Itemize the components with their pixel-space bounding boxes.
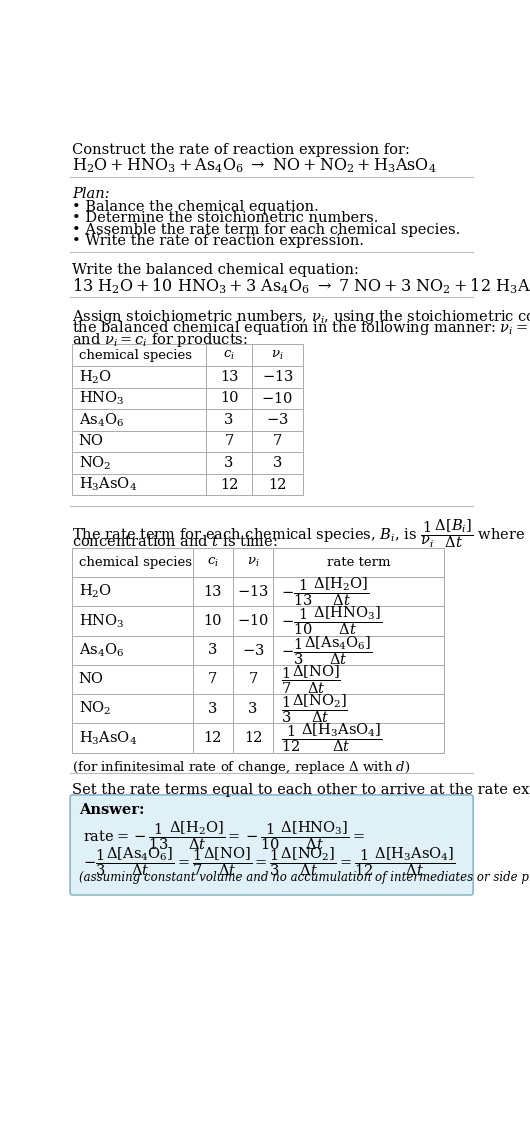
Text: • Determine the stoichiometric numbers.: • Determine the stoichiometric numbers. (73, 212, 379, 225)
Text: NO: NO (78, 673, 104, 686)
Text: 7: 7 (208, 673, 217, 686)
Text: $-\dfrac{1}{10}\dfrac{\Delta[\mathrm{HNO_3}]}{\Delta t}$: $-\dfrac{1}{10}\dfrac{\Delta[\mathrm{HNO… (281, 604, 382, 637)
Text: $-$3: $-$3 (266, 412, 289, 428)
Text: 3: 3 (224, 456, 234, 470)
Text: $\mathrm{NO_2}$: $\mathrm{NO_2}$ (78, 454, 111, 472)
Text: $\mathrm{HNO_3}$: $\mathrm{HNO_3}$ (78, 612, 124, 629)
Text: • Balance the chemical equation.: • Balance the chemical equation. (73, 199, 319, 214)
Text: 7: 7 (224, 435, 234, 448)
Text: 10: 10 (220, 391, 238, 405)
Text: $\mathrm{HNO_3}$: $\mathrm{HNO_3}$ (78, 389, 124, 407)
Text: Assign stoichiometric numbers, $\nu_i$, using the stoichiometric coefficients, $: Assign stoichiometric numbers, $\nu_i$, … (73, 307, 530, 325)
Text: and $\nu_i = c_i$ for products:: and $\nu_i = c_i$ for products: (73, 331, 248, 348)
Text: $c_i$: $c_i$ (207, 555, 219, 569)
Text: $c_i$: $c_i$ (223, 348, 235, 362)
Text: $\mathrm{H_2O}$: $\mathrm{H_2O}$ (78, 368, 112, 386)
Text: 3: 3 (273, 456, 282, 470)
Text: concentration and $t$ is time:: concentration and $t$ is time: (73, 534, 278, 549)
Text: Answer:: Answer: (78, 803, 144, 817)
Text: 10: 10 (204, 613, 222, 628)
Text: $-$13: $-$13 (237, 584, 269, 599)
Text: 13: 13 (204, 585, 222, 599)
Text: $\mathrm{H_2O}$: $\mathrm{H_2O}$ (78, 583, 112, 601)
Text: $\mathrm{As_4O_6}$: $\mathrm{As_4O_6}$ (78, 411, 124, 429)
Text: (assuming constant volume and no accumulation of intermediates or side products): (assuming constant volume and no accumul… (78, 872, 530, 884)
Text: $\mathrm{rate} = -\dfrac{1}{13}\dfrac{\Delta[\mathrm{H_2O}]}{\Delta t} = -\dfrac: $\mathrm{rate} = -\dfrac{1}{13}\dfrac{\D… (83, 818, 365, 851)
Text: Write the balanced chemical equation:: Write the balanced chemical equation: (73, 263, 359, 277)
Text: NO: NO (78, 435, 104, 448)
Text: $-$10: $-$10 (261, 390, 294, 406)
Text: 7: 7 (249, 673, 258, 686)
Text: 12: 12 (204, 731, 222, 745)
Text: $\mathrm{H_3AsO_4}$: $\mathrm{H_3AsO_4}$ (78, 476, 137, 493)
Text: $\dfrac{1}{7}\dfrac{\Delta[\mathrm{NO}]}{\Delta t}$: $\dfrac{1}{7}\dfrac{\Delta[\mathrm{NO}]}… (281, 663, 341, 695)
Text: Set the rate terms equal to each other to arrive at the rate expression:: Set the rate terms equal to each other t… (73, 783, 530, 798)
Text: • Assemble the rate term for each chemical species.: • Assemble the rate term for each chemic… (73, 223, 461, 237)
Text: chemical species: chemical species (78, 555, 192, 569)
Text: (for infinitesimal rate of change, replace $\Delta$ with $d$): (for infinitesimal rate of change, repla… (73, 759, 411, 776)
Text: The rate term for each chemical species, $B_i$, is $\dfrac{1}{\nu_i}\dfrac{\Delt: The rate term for each chemical species,… (73, 517, 530, 550)
FancyBboxPatch shape (70, 795, 473, 894)
Text: rate term: rate term (326, 555, 390, 569)
Text: $\mathrm{NO_2}$: $\mathrm{NO_2}$ (78, 700, 111, 717)
Text: 3: 3 (224, 413, 234, 427)
Text: $-$10: $-$10 (237, 613, 269, 628)
Text: $\mathregular{H_2O + HNO_3 + As_4O_6}$$\mathregular{\ \rightarrow \ NO + NO_2 + : $\mathregular{H_2O + HNO_3 + As_4O_6}$$\… (73, 157, 437, 175)
Text: $-$13: $-$13 (261, 370, 293, 385)
Text: 3: 3 (208, 702, 217, 716)
Text: $\nu_i$: $\nu_i$ (271, 348, 284, 362)
Text: 12: 12 (268, 478, 287, 492)
Text: Construct the rate of reaction expression for:: Construct the rate of reaction expressio… (73, 142, 410, 157)
Text: chemical species: chemical species (78, 348, 192, 362)
Text: $-$3: $-$3 (242, 643, 264, 658)
Text: $\dfrac{1}{12}\dfrac{\Delta[\mathrm{H_3AsO_4}]}{\Delta t}$: $\dfrac{1}{12}\dfrac{\Delta[\mathrm{H_3A… (281, 721, 382, 754)
Text: 13: 13 (220, 370, 238, 384)
Text: $\mathrm{As_4O_6}$: $\mathrm{As_4O_6}$ (78, 642, 124, 659)
Text: 3: 3 (208, 643, 217, 657)
Text: $\mathrm{H_3AsO_4}$: $\mathrm{H_3AsO_4}$ (78, 729, 137, 747)
Text: $-\dfrac{1}{3}\dfrac{\Delta[\mathrm{As_4O_6}]}{\Delta t}$: $-\dfrac{1}{3}\dfrac{\Delta[\mathrm{As_4… (281, 634, 373, 667)
Text: 7: 7 (273, 435, 282, 448)
Text: $\dfrac{1}{3}\dfrac{\Delta[\mathrm{NO_2}]}{\Delta t}$: $\dfrac{1}{3}\dfrac{\Delta[\mathrm{NO_2}… (281, 692, 348, 725)
Text: 12: 12 (244, 731, 262, 745)
Text: $\mathregular{13\ H_2O + 10\ HNO_3 + 3\ As_4O_6\ \rightarrow\ 7\ NO + 3\ NO_2 + : $\mathregular{13\ H_2O + 10\ HNO_3 + 3\ … (73, 277, 530, 296)
Text: 3: 3 (249, 702, 258, 716)
Text: Plan:: Plan: (73, 188, 110, 201)
Text: the balanced chemical equation in the following manner: $\nu_i = -c_i$ for react: the balanced chemical equation in the fo… (73, 319, 530, 337)
Text: $\nu_i$: $\nu_i$ (247, 555, 259, 569)
Text: $-\dfrac{1}{3}\dfrac{\Delta[\mathrm{As_4O_6}]}{\Delta t} = \dfrac{1}{7}\dfrac{\D: $-\dfrac{1}{3}\dfrac{\Delta[\mathrm{As_4… (83, 844, 456, 877)
Text: 12: 12 (220, 478, 238, 492)
Text: • Write the rate of reaction expression.: • Write the rate of reaction expression. (73, 234, 365, 248)
Text: $-\dfrac{1}{13}\dfrac{\Delta[\mathrm{H_2O}]}{\Delta t}$: $-\dfrac{1}{13}\dfrac{\Delta[\mathrm{H_2… (281, 575, 369, 608)
